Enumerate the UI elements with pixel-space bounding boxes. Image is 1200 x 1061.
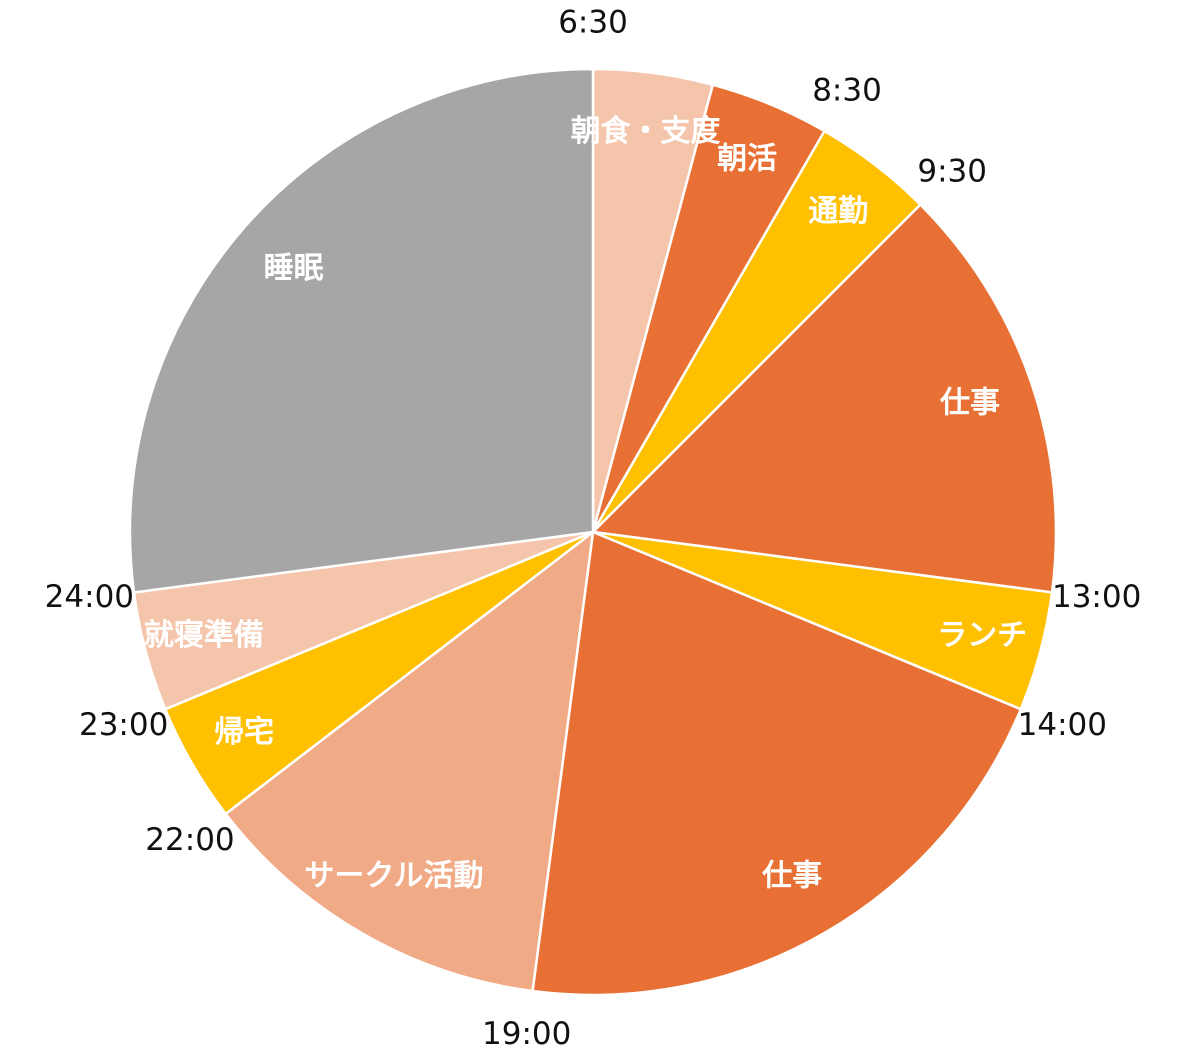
time-label: 24:00 bbox=[45, 579, 134, 615]
pie-slice bbox=[590, 202, 1058, 594]
slice-label: 帰宅 bbox=[214, 715, 274, 750]
pie-slice bbox=[128, 67, 595, 594]
slice-label: 朝食・支度 bbox=[571, 114, 721, 149]
slice-label: 仕事 bbox=[939, 386, 1000, 421]
slice-label: 仕事 bbox=[761, 858, 822, 893]
time-label: 6:30 bbox=[558, 5, 628, 41]
slice-label: ランチ bbox=[937, 618, 1027, 653]
time-label: 8:30 bbox=[812, 73, 882, 109]
slice-label: 朝活 bbox=[717, 141, 777, 176]
pie-slice bbox=[531, 530, 1023, 997]
time-label: 14:00 bbox=[1018, 707, 1107, 743]
time-label: 23:00 bbox=[79, 707, 168, 743]
slice-label: 通勤 bbox=[808, 194, 868, 229]
slice-label: サークル活動 bbox=[304, 858, 483, 893]
time-label: 9:30 bbox=[917, 153, 987, 189]
time-label: 13:00 bbox=[1052, 579, 1141, 615]
time-label: 19:00 bbox=[482, 1016, 571, 1052]
pie-slice bbox=[223, 529, 595, 993]
slice-label: 睡眠 bbox=[264, 251, 324, 286]
time-label: 22:00 bbox=[145, 822, 234, 858]
slice-label: 就寝準備 bbox=[144, 618, 264, 653]
